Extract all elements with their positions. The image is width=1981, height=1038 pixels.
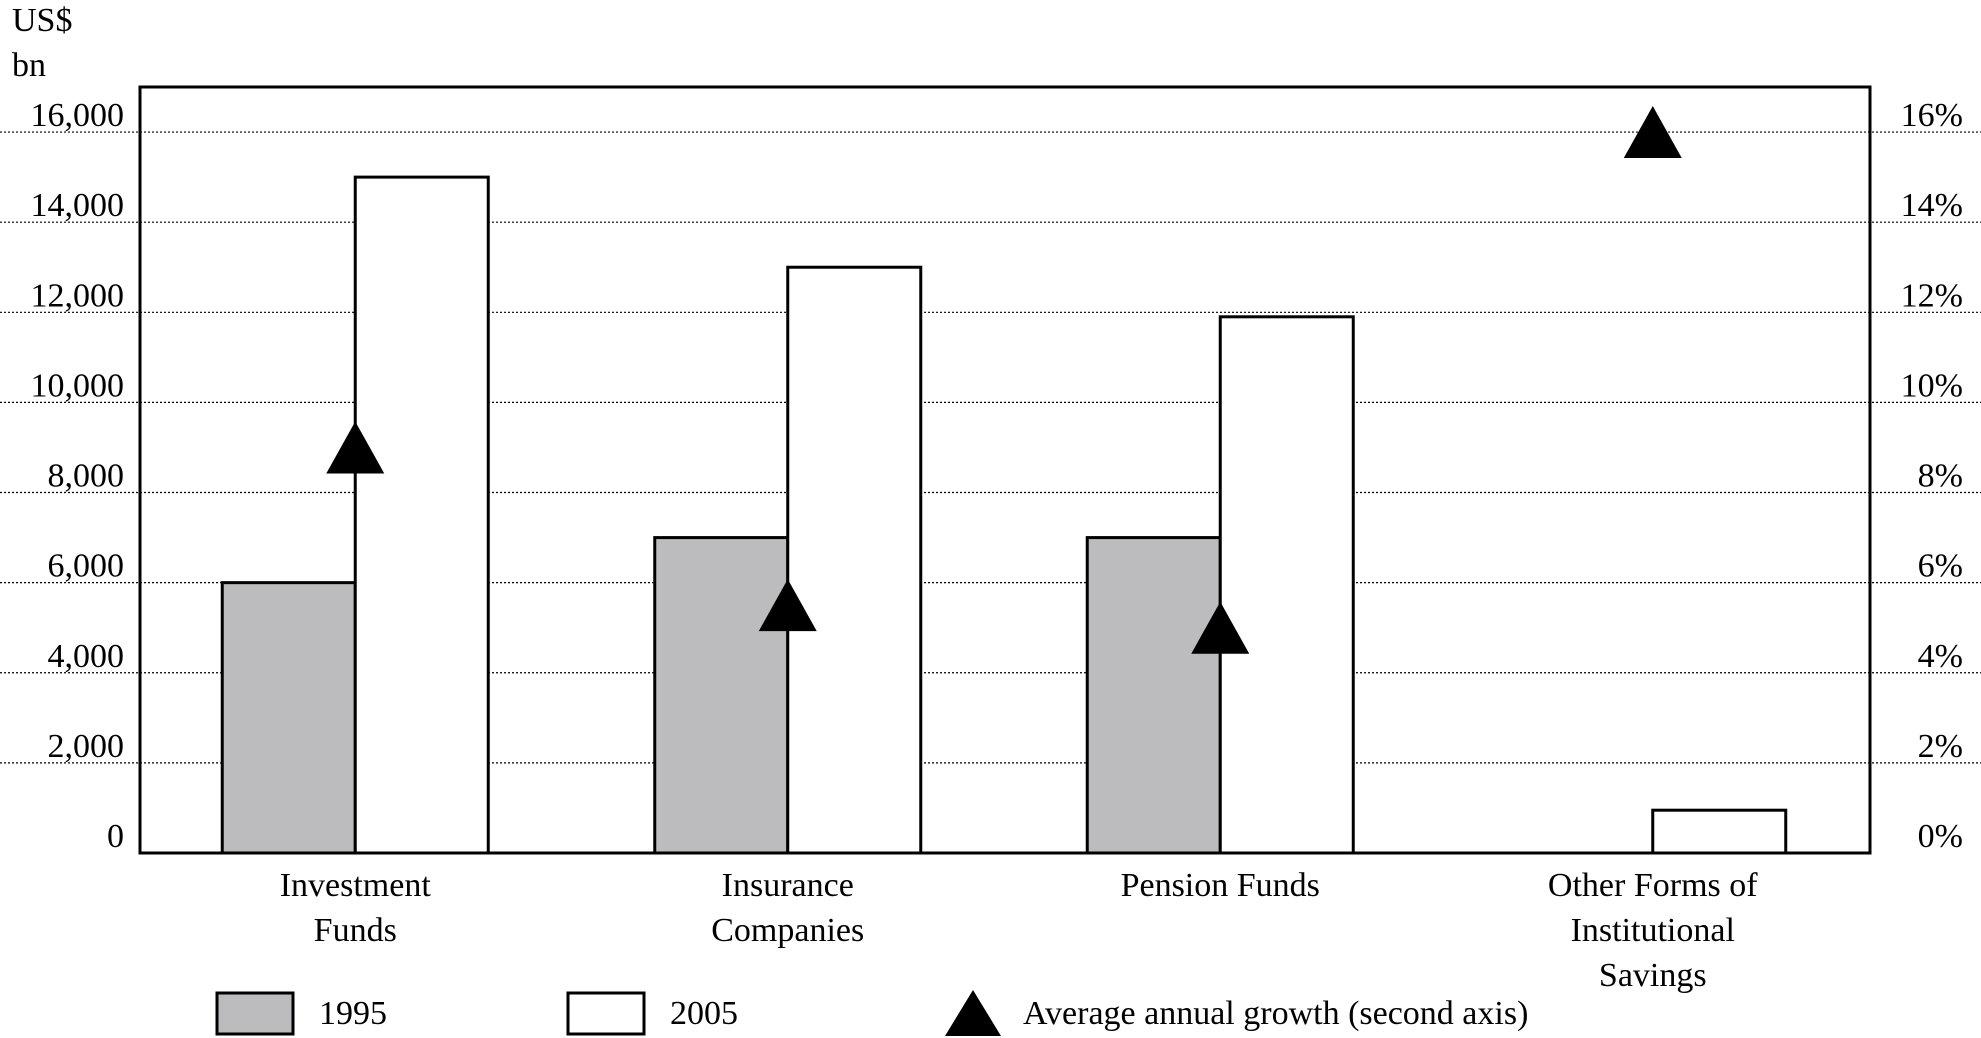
category-label: Funds xyxy=(314,912,397,949)
bar-2005-3 xyxy=(1651,808,1788,855)
y-left-tick-label: 14,000 xyxy=(31,187,125,224)
category-label: Investment xyxy=(280,867,432,904)
y-right-tick-label: 4% xyxy=(1918,638,1963,675)
y-left-tick-label: 10,000 xyxy=(31,367,125,404)
plot-frame xyxy=(138,85,1872,855)
bar-1995-2 xyxy=(1085,536,1222,855)
legend-growth-label: Average annual growth (second axis) xyxy=(1023,995,1528,1032)
growth-markers xyxy=(326,106,1682,654)
y-right-tick-label: 10% xyxy=(1901,367,1963,404)
category-label: Insurance xyxy=(722,867,854,904)
y-right-tick-label: 0% xyxy=(1918,818,1963,855)
bar-1995-0 xyxy=(220,581,357,855)
legend-1995-label: 1995 xyxy=(319,995,387,1032)
bars xyxy=(220,175,1788,855)
y-right-tick-label: 12% xyxy=(1901,277,1963,314)
y-right-tick-label: 8% xyxy=(1918,458,1963,495)
y-left-tick-label: 4,000 xyxy=(48,638,125,675)
bar-1995-1 xyxy=(653,536,790,855)
y-left-tick-label: 8,000 xyxy=(48,458,125,495)
y-right-tick-label: 14% xyxy=(1901,187,1963,224)
y-right-tick-label: 16% xyxy=(1901,97,1963,134)
bar-2005-1 xyxy=(786,265,923,855)
legend-2005-label: 2005 xyxy=(670,995,738,1032)
y-left-tick-label: 2,000 xyxy=(48,728,125,765)
y-right-tick-label: 6% xyxy=(1918,548,1963,585)
legend-growth-swatch xyxy=(945,990,1001,1036)
category-label: Pension Funds xyxy=(1121,867,1320,904)
y-axis-label-unit: US$ xyxy=(12,2,72,39)
bar-2005-2 xyxy=(1218,315,1355,855)
y-axis-label-scale: bn xyxy=(12,47,46,84)
bar-2005-0 xyxy=(353,175,490,855)
growth-marker-1 xyxy=(758,579,817,632)
y-left-tick-label: 0 xyxy=(107,818,124,855)
category-label: Companies xyxy=(711,912,864,949)
legend-2005-swatch xyxy=(566,991,646,1036)
category-label: Institutional xyxy=(1571,912,1735,949)
y-left-tick-label: 16,000 xyxy=(31,97,125,134)
growth-marker-3 xyxy=(1623,106,1682,159)
y-left-tick-label: 12,000 xyxy=(31,277,125,314)
category-label: Savings xyxy=(1599,957,1707,994)
category-label: Other Forms of xyxy=(1548,867,1758,904)
category-labels: Investment Funds Insurance Companies Pension… xyxy=(280,867,1759,994)
growth-marker-2 xyxy=(1191,601,1250,654)
y-axis-right: 0% 2% 4% 6% 8% 10% 12% 14% 16% xyxy=(1901,97,1963,855)
y-axis-left: 0 2,000 4,000 6,000 8,000 10,000 12,000 14,000 1… xyxy=(31,97,125,855)
legend-1995-swatch xyxy=(215,991,295,1036)
y-left-tick-label: 6,000 xyxy=(48,548,125,585)
legend: 1995 2005 Average annual growth (second ax… xyxy=(215,990,1528,1036)
y-right-tick-label: 2% xyxy=(1918,728,1963,765)
growth-marker-0 xyxy=(326,421,385,474)
